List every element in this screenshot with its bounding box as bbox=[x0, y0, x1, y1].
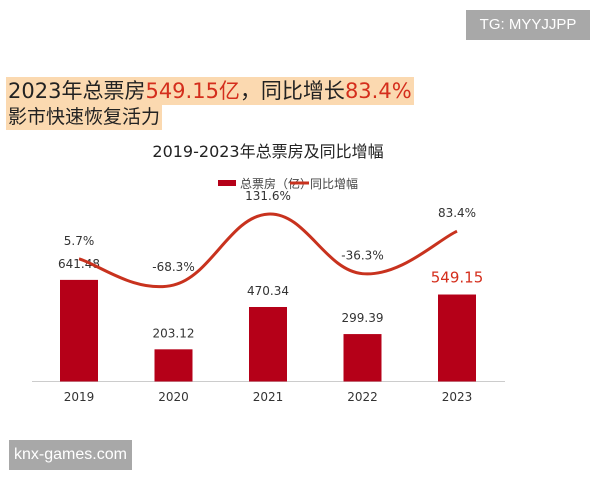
x-tick-2023: 2023 bbox=[442, 390, 473, 404]
x-tick-2019: 2019 bbox=[64, 390, 95, 404]
watermark-bottom: knx-games.com bbox=[9, 440, 132, 470]
x-tick-2020: 2020 bbox=[158, 390, 189, 404]
headline-box-office: 549.15亿 bbox=[145, 79, 240, 103]
watermark-top: TG: MYYJJPP bbox=[466, 10, 590, 40]
bar-2020 bbox=[154, 349, 193, 382]
line-label-2020: -68.3% bbox=[152, 260, 194, 274]
headline-line1: 2023年总票房549.15亿，同比增长83.4% bbox=[6, 77, 414, 105]
line-label-2022: -36.3% bbox=[341, 249, 383, 263]
x-tick-2022: 2022 bbox=[347, 390, 378, 404]
headline-line2: 影市快速恢复活力 bbox=[6, 105, 163, 130]
bar-label-2021: 470.34 bbox=[247, 284, 289, 298]
headline-growth: 83.4% bbox=[344, 79, 412, 103]
bar-label-2020: 203.12 bbox=[153, 326, 195, 340]
line-label-2019: 5.7% bbox=[64, 234, 95, 248]
legend-bar-label: 总票房（亿） bbox=[240, 176, 312, 191]
chart-title: 2019-2023年总票房及同比增幅 bbox=[152, 142, 383, 161]
bar-2022 bbox=[343, 334, 382, 382]
line-label-2023: 83.4% bbox=[438, 206, 476, 220]
legend-bar-swatch bbox=[218, 180, 236, 186]
growth-line bbox=[78, 212, 458, 289]
x-tick-2021: 2021 bbox=[253, 390, 284, 404]
bar-label-2022: 299.39 bbox=[342, 311, 384, 325]
bar-label-2019: 641.48 bbox=[58, 257, 100, 271]
bar-2019 bbox=[60, 279, 98, 382]
headline-text: 2023年总票房 bbox=[8, 79, 146, 103]
legend-line-label: 同比增幅 bbox=[310, 176, 358, 191]
legend: 总票房（亿） 同比增幅 bbox=[218, 176, 358, 191]
bar-2023 bbox=[438, 294, 476, 382]
line-label-2021: 131.6% bbox=[245, 189, 291, 203]
bar-2021 bbox=[249, 306, 287, 382]
bar-label-2023: 549.15 bbox=[431, 269, 484, 287]
headline-text: ，同比增长 bbox=[239, 79, 345, 103]
